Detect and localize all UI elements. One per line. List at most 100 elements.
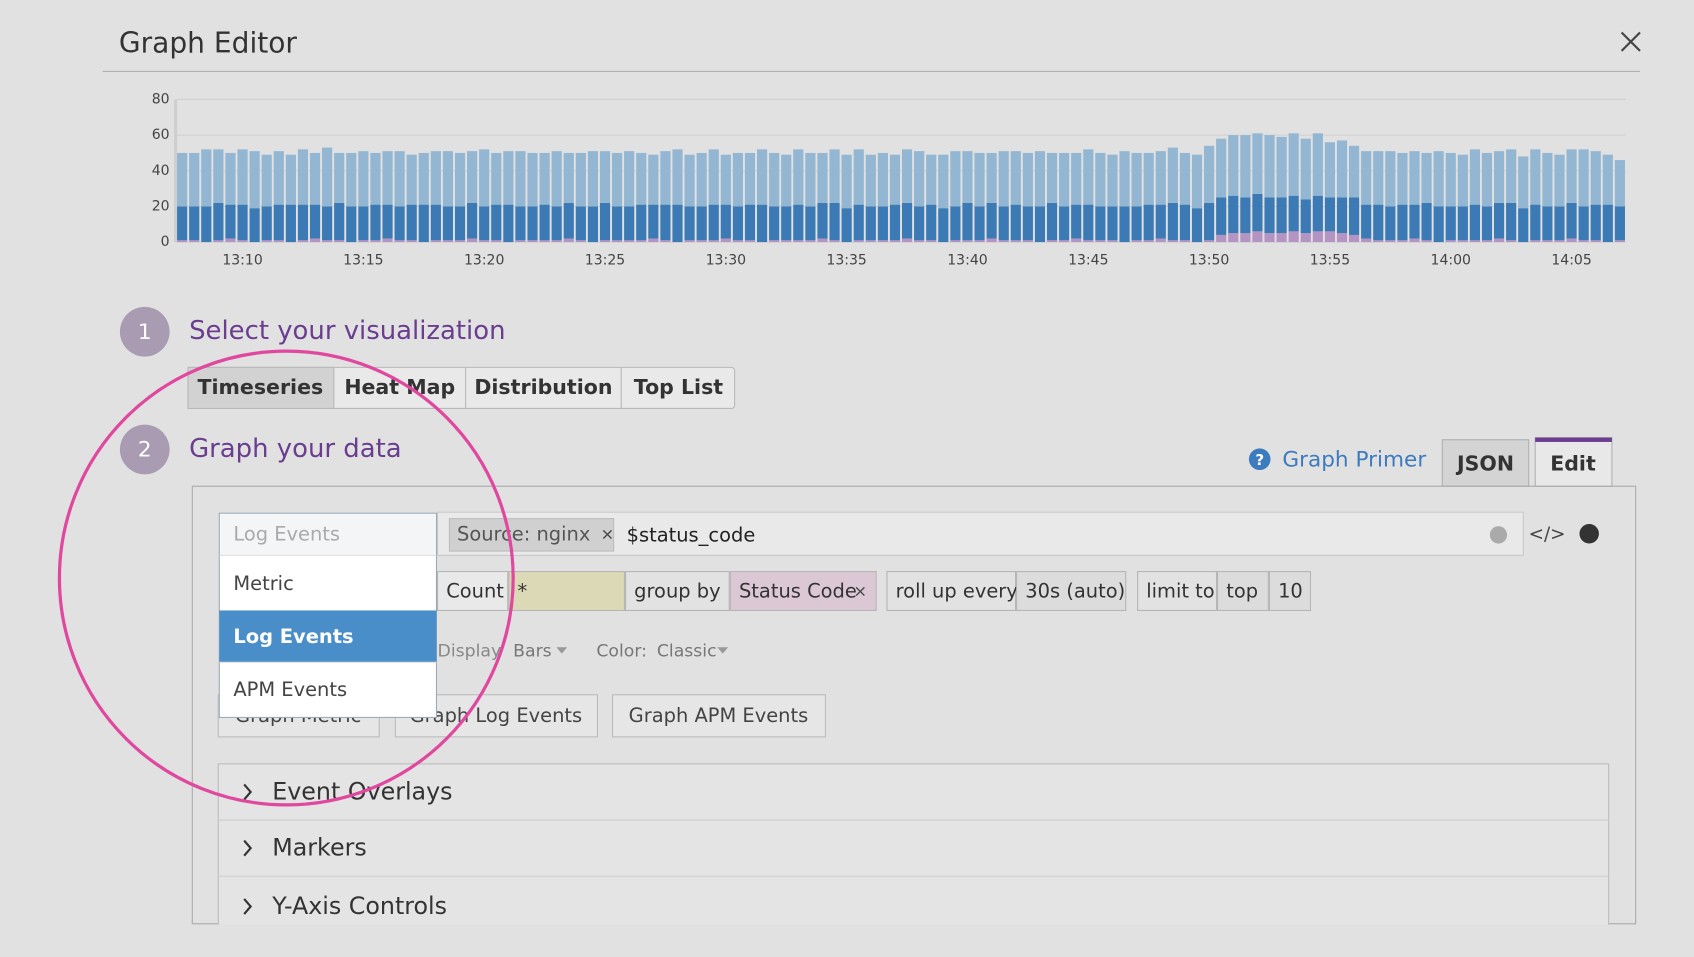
bar-segment bbox=[914, 240, 925, 243]
filter-tag[interactable] bbox=[448, 518, 615, 552]
remove-query[interactable] bbox=[1579, 524, 1599, 544]
bar-segment bbox=[297, 149, 309, 205]
chart: 0 20 40 60 80 13:10 13:15 13:20 13:25 13:30 13:35 1… bbox=[152, 91, 1626, 268]
bar-segment bbox=[1409, 238, 1420, 243]
bar-segment bbox=[1119, 206, 1130, 243]
query-part[interactable] bbox=[886, 571, 1017, 612]
bar-segment bbox=[636, 152, 647, 205]
bar-segment bbox=[1494, 202, 1505, 239]
bar-segment bbox=[1602, 154, 1613, 205]
button-label[interactable]: Graph Log Events bbox=[410, 704, 583, 727]
bar-segment bbox=[1046, 202, 1058, 241]
search-box[interactable] bbox=[437, 511, 1524, 556]
query-part[interactable] bbox=[1268, 571, 1312, 612]
bar-segment bbox=[1373, 240, 1384, 243]
dropdown-input[interactable] bbox=[220, 514, 436, 556]
section-title[interactable]: Y-Axis Controls bbox=[271, 892, 447, 920]
query-part-label[interactable]: Count bbox=[446, 580, 504, 603]
bar-segment bbox=[757, 149, 768, 205]
option[interactable]: Log Events bbox=[233, 625, 353, 648]
tab[interactable]: Top List bbox=[634, 375, 724, 399]
bar-segment bbox=[769, 152, 780, 207]
bar-segment bbox=[1494, 151, 1505, 203]
bar-segment bbox=[974, 152, 985, 207]
bar-segment bbox=[442, 206, 454, 241]
bar-segment bbox=[998, 151, 1009, 207]
bar-segment bbox=[1228, 135, 1239, 196]
tab[interactable]: Distribution bbox=[474, 375, 612, 399]
bar-segment bbox=[720, 204, 731, 239]
tab[interactable]: Heat Map bbox=[344, 375, 455, 399]
query-part-label[interactable]: group by bbox=[634, 580, 720, 603]
button[interactable] bbox=[612, 694, 826, 738]
option-selected[interactable] bbox=[219, 610, 437, 663]
display-select[interactable]: Bars bbox=[513, 642, 552, 662]
query-part-label[interactable]: Status Code bbox=[739, 580, 857, 603]
option[interactable]: Metric bbox=[233, 572, 293, 595]
section-title[interactable]: Markers bbox=[272, 834, 366, 862]
tab-selected[interactable] bbox=[187, 366, 335, 409]
bar-segment bbox=[394, 240, 405, 243]
bar-segment bbox=[1445, 152, 1456, 207]
query-part-label[interactable]: roll up every bbox=[896, 580, 1018, 603]
bar-segment bbox=[515, 151, 526, 207]
mode-tab-label[interactable]: JSON bbox=[1455, 452, 1514, 476]
bar-segment bbox=[587, 151, 599, 207]
bar-segment bbox=[1155, 204, 1166, 239]
bar-segment bbox=[1373, 151, 1384, 205]
bar-segment bbox=[1445, 206, 1456, 241]
bar-segment bbox=[563, 202, 574, 239]
query-part[interactable] bbox=[729, 571, 877, 612]
bar-segment bbox=[901, 238, 913, 243]
step-label: Graph your data bbox=[189, 434, 402, 464]
query-part[interactable] bbox=[437, 571, 509, 612]
bar-segment bbox=[249, 151, 260, 209]
bar-segment bbox=[503, 204, 514, 243]
bar-segment bbox=[1143, 240, 1154, 243]
link[interactable]: Graph Primer bbox=[1282, 447, 1426, 472]
bar-segment bbox=[720, 238, 731, 243]
bar-segment bbox=[853, 149, 864, 205]
bar-segment bbox=[1179, 240, 1191, 243]
bar-segment bbox=[442, 240, 454, 243]
caret bbox=[717, 647, 729, 654]
bar-segment bbox=[974, 206, 985, 241]
bar-segment bbox=[1276, 197, 1287, 234]
query-part-label[interactable]: * bbox=[517, 580, 527, 603]
clear-icon[interactable] bbox=[1489, 526, 1508, 544]
bar-segment bbox=[1276, 136, 1287, 198]
query-part[interactable] bbox=[624, 571, 730, 612]
query-part[interactable] bbox=[1137, 571, 1218, 612]
code-toggle[interactable]: </> bbox=[1529, 524, 1566, 545]
color-select[interactable]: Classic bbox=[657, 642, 717, 662]
tag-remove[interactable]: × bbox=[853, 582, 867, 601]
bar-segment bbox=[684, 154, 695, 207]
query-part-label[interactable]: 30s (auto) bbox=[1025, 580, 1125, 603]
bar-segment bbox=[708, 204, 719, 241]
bar-segment bbox=[1010, 240, 1021, 243]
bar-segment bbox=[624, 151, 635, 207]
query-part-label[interactable]: limit to bbox=[1146, 580, 1214, 603]
bar-segment bbox=[938, 154, 949, 209]
option[interactable]: APM Events bbox=[233, 678, 347, 701]
query-part[interactable] bbox=[1217, 571, 1269, 612]
query-part-label[interactable]: top bbox=[1226, 580, 1258, 603]
button-label[interactable]: Graph APM Events bbox=[629, 704, 809, 727]
bar-segment bbox=[841, 208, 852, 243]
query-part-label[interactable]: 10 bbox=[1278, 580, 1303, 603]
bar-segment bbox=[1071, 204, 1082, 239]
mode-tab[interactable] bbox=[1441, 439, 1530, 487]
tag-remove[interactable]: × bbox=[601, 524, 615, 543]
query-part[interactable] bbox=[1016, 571, 1127, 612]
bar-segment bbox=[636, 204, 647, 241]
bar-segment bbox=[781, 154, 792, 207]
help-icon[interactable] bbox=[1248, 448, 1271, 471]
search-text[interactable]: $status_code bbox=[627, 523, 756, 546]
bar-segment bbox=[1397, 152, 1408, 205]
bar-segment bbox=[817, 202, 828, 239]
tab[interactable]: Timeseries bbox=[198, 375, 324, 399]
query-part[interactable] bbox=[508, 571, 625, 612]
close-button[interactable] bbox=[1620, 31, 1641, 52]
bar-segment bbox=[986, 238, 997, 243]
mode-tab-label[interactable]: Edit bbox=[1550, 452, 1596, 476]
